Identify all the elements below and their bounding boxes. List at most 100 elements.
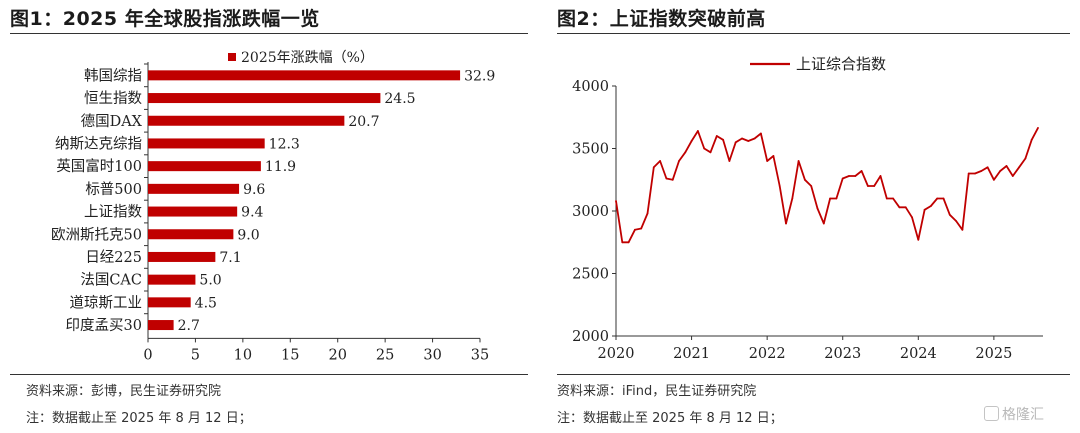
- data-point: [980, 170, 983, 172]
- bar-legend-swatch: [228, 53, 236, 61]
- bar: [148, 229, 234, 240]
- bar: [148, 206, 238, 217]
- right-panel-title: 图2：上证指数突破前高: [557, 8, 766, 30]
- data-label: 20.7: [348, 114, 379, 130]
- data-point: [741, 137, 743, 140]
- data-point: [911, 216, 913, 219]
- data-point: [885, 197, 888, 200]
- data-point: [967, 172, 970, 175]
- data-point: [646, 212, 649, 215]
- data-point: [942, 197, 945, 200]
- data-point: [986, 166, 989, 169]
- data-point: [734, 141, 737, 144]
- data-label: 11.9: [265, 159, 296, 175]
- data-point: [879, 175, 882, 177]
- data-point: [703, 147, 706, 150]
- watermark-logo: 格隆汇: [984, 404, 1044, 424]
- right-source: 资料来源：iFind，民生证券研究院: [557, 384, 757, 399]
- data-label: 9.6: [243, 182, 265, 198]
- y-tick-label: 上证指数: [84, 204, 142, 221]
- data-label: 7.1: [219, 250, 241, 266]
- data-point: [961, 228, 964, 231]
- bar-legend: 2025年涨跌幅（%）: [228, 50, 374, 66]
- bar: [148, 320, 174, 331]
- y-tick-label: 英国富时100: [56, 157, 142, 175]
- data-point: [860, 170, 863, 172]
- data-point: [993, 178, 995, 181]
- data-point: [772, 155, 775, 157]
- data-point: [1030, 138, 1033, 141]
- line-chart: 上证综合指数 2000 2500 3000 3500 4000 2020 2021 2022 2…: [572, 55, 1043, 362]
- data-point: [715, 135, 718, 137]
- bar: [148, 251, 216, 262]
- data-point: [904, 206, 907, 209]
- data-point: [665, 177, 668, 180]
- data-point: [822, 222, 825, 225]
- x-tick-label: 15: [281, 347, 299, 363]
- x-tick-label: 2021: [673, 346, 710, 362]
- data-point: [835, 197, 838, 200]
- data-point: [747, 140, 750, 142]
- y-tick-label: 恒生指数: [84, 90, 142, 107]
- y-tick-label: 4000: [572, 79, 609, 95]
- data-point: [627, 241, 630, 244]
- data-label: 4.5: [195, 295, 217, 311]
- data-point: [999, 170, 1002, 172]
- data-point: [690, 140, 693, 142]
- data-point: [678, 160, 680, 162]
- data-point: [841, 177, 844, 180]
- data-point: [1011, 175, 1014, 177]
- data-point: [1037, 127, 1039, 129]
- x-tick-label: 0: [143, 347, 152, 363]
- bar: [148, 183, 240, 194]
- data-point: [659, 160, 661, 162]
- y-tick-label: 印度孟买30: [66, 317, 142, 334]
- data-point: [1018, 166, 1020, 169]
- left-title-rule: [10, 33, 528, 34]
- y-tick-label: 道琼斯工业: [70, 294, 143, 311]
- data-point: [671, 178, 674, 181]
- data-point: [697, 130, 699, 132]
- y-tick-label: 2500: [572, 267, 609, 283]
- bar: [148, 274, 196, 285]
- series-line: [615, 127, 1039, 244]
- y-tick-label: 3000: [572, 204, 609, 220]
- data-point: [797, 160, 800, 162]
- data-label: 2.7: [178, 318, 200, 334]
- bar: [148, 138, 265, 149]
- data-point: [829, 197, 831, 200]
- y-tick-label: 纳斯达克综指: [55, 135, 142, 152]
- data-point: [867, 185, 869, 187]
- data-point: [810, 185, 813, 187]
- data-label: 32.9: [464, 68, 495, 84]
- data-point: [955, 220, 957, 222]
- data-point: [917, 238, 920, 241]
- y-tick-label: 德国DAX: [81, 113, 143, 130]
- x-tick-label: 2024: [900, 346, 937, 362]
- data-point: [816, 207, 819, 210]
- x-tick-label: 5: [191, 347, 200, 363]
- data-point: [974, 172, 976, 175]
- x-tick-label: 25: [376, 347, 394, 363]
- data-point: [804, 178, 806, 181]
- data-point: [923, 208, 926, 211]
- bar: [148, 297, 191, 308]
- data-point: [1024, 157, 1027, 160]
- bar: [148, 161, 261, 172]
- left-panel-title: 图1：2025 年全球股指涨跌幅一览: [10, 8, 320, 30]
- y-tick-label: 日经225: [85, 249, 142, 266]
- data-point: [778, 185, 781, 187]
- data-label: 9.0: [237, 227, 259, 243]
- right-note: 注：数据截止至 2025 年 8 月 12 日；: [557, 411, 783, 426]
- y-tick-label: 韩国综指: [84, 67, 142, 84]
- x-tick-label: 20: [328, 347, 346, 363]
- right-title-rule: [557, 33, 1070, 34]
- data-label: 5.0: [199, 273, 221, 289]
- line-legend-label: 上证综合指数: [796, 55, 886, 73]
- data-point: [722, 138, 724, 141]
- data-point: [785, 222, 787, 225]
- x-tick-label: 30: [423, 347, 441, 363]
- data-label: 24.5: [384, 91, 415, 107]
- bar: [148, 115, 345, 126]
- data-label: 12.3: [269, 136, 300, 152]
